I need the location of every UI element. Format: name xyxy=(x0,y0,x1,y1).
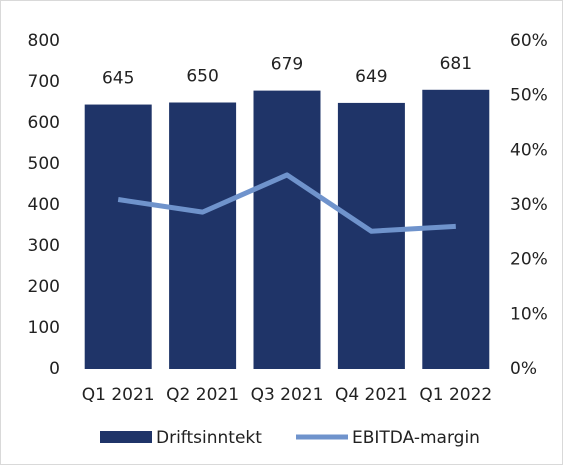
y-tick-label: 100 xyxy=(28,318,60,338)
y2-tick-label: 10% xyxy=(510,304,548,324)
x-tick-label: Q2 2021 xyxy=(166,385,239,405)
line-series xyxy=(117,172,456,234)
y-tick-label: 400 xyxy=(28,195,60,215)
bar xyxy=(84,104,152,370)
data-label: 681 xyxy=(440,54,472,74)
y-tick-label: 200 xyxy=(28,277,60,297)
x-tick-label: Q4 2021 xyxy=(335,385,408,405)
bar xyxy=(337,102,405,369)
y-tick-label: 700 xyxy=(28,72,60,92)
y2-tick-label: 40% xyxy=(510,140,548,160)
bar xyxy=(253,90,321,370)
bar xyxy=(169,102,237,369)
data-label: 645 xyxy=(102,69,134,89)
y2-tick-label: 0% xyxy=(510,359,537,379)
data-label: 679 xyxy=(271,55,303,75)
x-tick-label: Q3 2021 xyxy=(251,385,324,405)
y2-tick-label: 30% xyxy=(510,195,548,215)
x-tick-label: Q1 2021 xyxy=(82,385,155,405)
y2-tick-label: 50% xyxy=(510,86,548,106)
y-tick-label: 0 xyxy=(49,359,60,379)
y2-tick-label: 20% xyxy=(510,250,548,270)
legend-label: EBITDA-margin xyxy=(352,428,480,448)
legend-swatch xyxy=(100,431,152,443)
data-label: 649 xyxy=(355,67,387,87)
y-tick-label: 300 xyxy=(28,236,60,256)
data-label: 650 xyxy=(186,67,218,87)
y2-tick-label: 60% xyxy=(510,31,548,51)
y-tick-label: 800 xyxy=(28,31,60,51)
y-tick-label: 500 xyxy=(28,154,60,174)
legend-label: Driftsinntekt xyxy=(156,428,262,448)
x-tick-label: Q1 2022 xyxy=(419,385,492,405)
y-tick-label: 600 xyxy=(28,113,60,133)
